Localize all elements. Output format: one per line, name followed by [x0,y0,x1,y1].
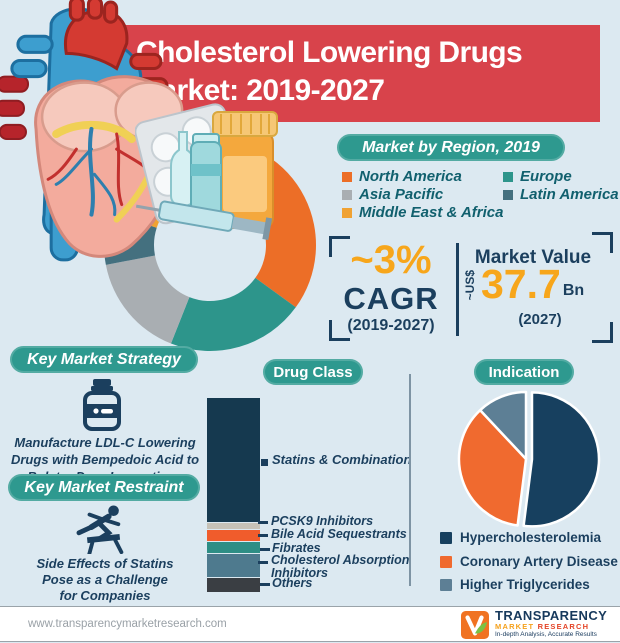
others-tick [260,583,270,586]
legend-swatch [342,207,352,218]
market-value-row: 37.7 Bn [481,262,584,306]
tmr-logo: TRANSPARENCY MARKET RESEARCH In-depth An… [461,608,608,639]
cagr-label: CAGR [343,281,439,316]
legend-item-coronary-artery-disease: Coronary Artery Disease [440,554,618,569]
heart-veins-left [0,75,30,141]
statins-marker [261,459,268,466]
section-divider [409,374,411,586]
market-value-currency: ~US$ [463,270,477,301]
indication-pie-chart [457,390,601,528]
bar-segment-others [207,578,260,593]
slice-coronary-artery-disease [457,408,528,527]
drug-class-header-label: Drug Class [273,363,353,381]
region-section-header: Market by Region, 2019 [337,134,565,161]
legend-item-hypercholesterolemia: Hypercholesterolemia [440,530,601,545]
legend-item-higher-triglycerides: Higher Triglycerides [440,577,590,592]
logo-line2: MARKET RESEARCH [495,622,607,631]
indication-header-label: Indication [488,363,560,381]
market-value-unit: Bn [562,282,585,299]
legend-item-middle-east-africa: Middle East & Africa [342,204,503,221]
indication-section-header: Indication [474,359,574,385]
slice-hypercholesterolemia [522,391,601,528]
frame-bracket-bottom-right [592,322,613,343]
logo-research: RESEARCH [537,622,590,631]
restraint-header-label: Key Market Restraint [24,478,184,496]
medication-illustration [135,103,278,241]
pcsk9-tick [258,521,268,524]
website-url: www.transparencymarketresearch.com [28,618,227,630]
legend-swatch [342,171,352,182]
legend-label: Latin America [520,186,619,203]
tmr-logo-text: TRANSPARENCY MARKET RESEARCH In-depth An… [495,608,608,639]
slice-asia-pacific [105,255,190,344]
restraint-text: Side Effects of Statins Pose as a Challe… [36,556,174,603]
drug-class-section-header: Drug Class [263,359,363,385]
legend-swatch [440,578,452,591]
bar-segment-bile-acid-sequestrants [207,530,260,541]
stat-divider [456,243,459,336]
cholesterol-absorption-tick [258,561,268,564]
heart-aorta [63,0,169,95]
legend-label: Asia Pacific [359,186,444,203]
frame-bracket-top-left [329,236,350,257]
legend-label: Europe [520,168,572,185]
legend-label: Coronary Artery Disease [460,554,618,569]
market-value-title: Market Value [474,247,592,268]
heart-illustration [0,0,184,262]
heart-body [34,75,184,258]
cagr-period: (2019-2027) [347,317,435,334]
logo-market: MARKET [495,622,535,631]
slice-higher-triglycerides [478,390,528,461]
cagr-value: ~3% [350,238,432,282]
restraint-section-header: Key Market Restraint [8,474,200,501]
market-value-year: (2027) [518,311,562,328]
bar-segment-statins-combination [207,398,260,522]
bar-label-others: Others [272,576,313,590]
pill-bottle-icon [83,379,121,431]
hurdle-runner-icon [76,505,124,554]
bar-label-statins: Statins & Combination [272,452,412,467]
legend-item-latin-america: Latin America [503,186,619,203]
bar-segment-pcsk9-inhibitors [207,522,260,530]
legend-label: Higher Triglycerides [460,577,590,592]
logo-line1: TRANSPARENCY [495,608,608,623]
legend-item-europe: Europe [503,168,572,185]
tmr-logo-icon [461,610,489,639]
legend-swatch [503,189,513,200]
frame-bracket-top-right [592,232,613,253]
legend-swatch [440,555,452,568]
legend-swatch [342,189,352,200]
legend-label: Middle East & Africa [359,204,504,221]
market-value-number: 37.7 [481,261,561,307]
legend-item-north-america: North America [342,168,462,185]
legend-label: Hypercholesterolemia [460,530,602,545]
vial-icon [190,133,222,223]
pill-bottle-amber-icon [212,111,278,229]
legend-item-asia-pacific: Asia Pacific [342,186,443,203]
strategy-section-header: Key Market Strategy [10,346,198,373]
region-section-header-label: Market by Region, 2019 [362,138,540,156]
strategy-header-label: Key Market Strategy [27,350,181,368]
frame-bracket-bottom-left [329,320,350,341]
bar-label-pcsk9: PCSK9 Inhibitors [271,514,374,528]
legend-swatch [503,171,513,182]
legend-label: North America [359,168,462,185]
bar-segment-cholesterol-absorption-inhibitors [207,553,260,578]
bar-segment-fibrates [207,542,260,553]
bar-label-bile-acid: Bile Acid Sequestrants [271,527,407,541]
footer-bar: www.transparencymarketresearch.com TRANS… [0,606,620,642]
fibrates-tick [260,548,270,551]
slice-europe [170,277,296,351]
bar-label-cholesterol-absorption: Cholesterol Absorption Inhibitors [271,553,410,580]
bile-acid-tick [258,534,268,537]
syringe-icon [135,200,273,241]
drug-class-stacked-bar [207,398,260,593]
logo-tagline: In-depth Analysis, Accurate Results [495,631,597,638]
bar-label-fibrates: Fibrates [272,541,321,555]
legend-swatch [440,531,452,544]
